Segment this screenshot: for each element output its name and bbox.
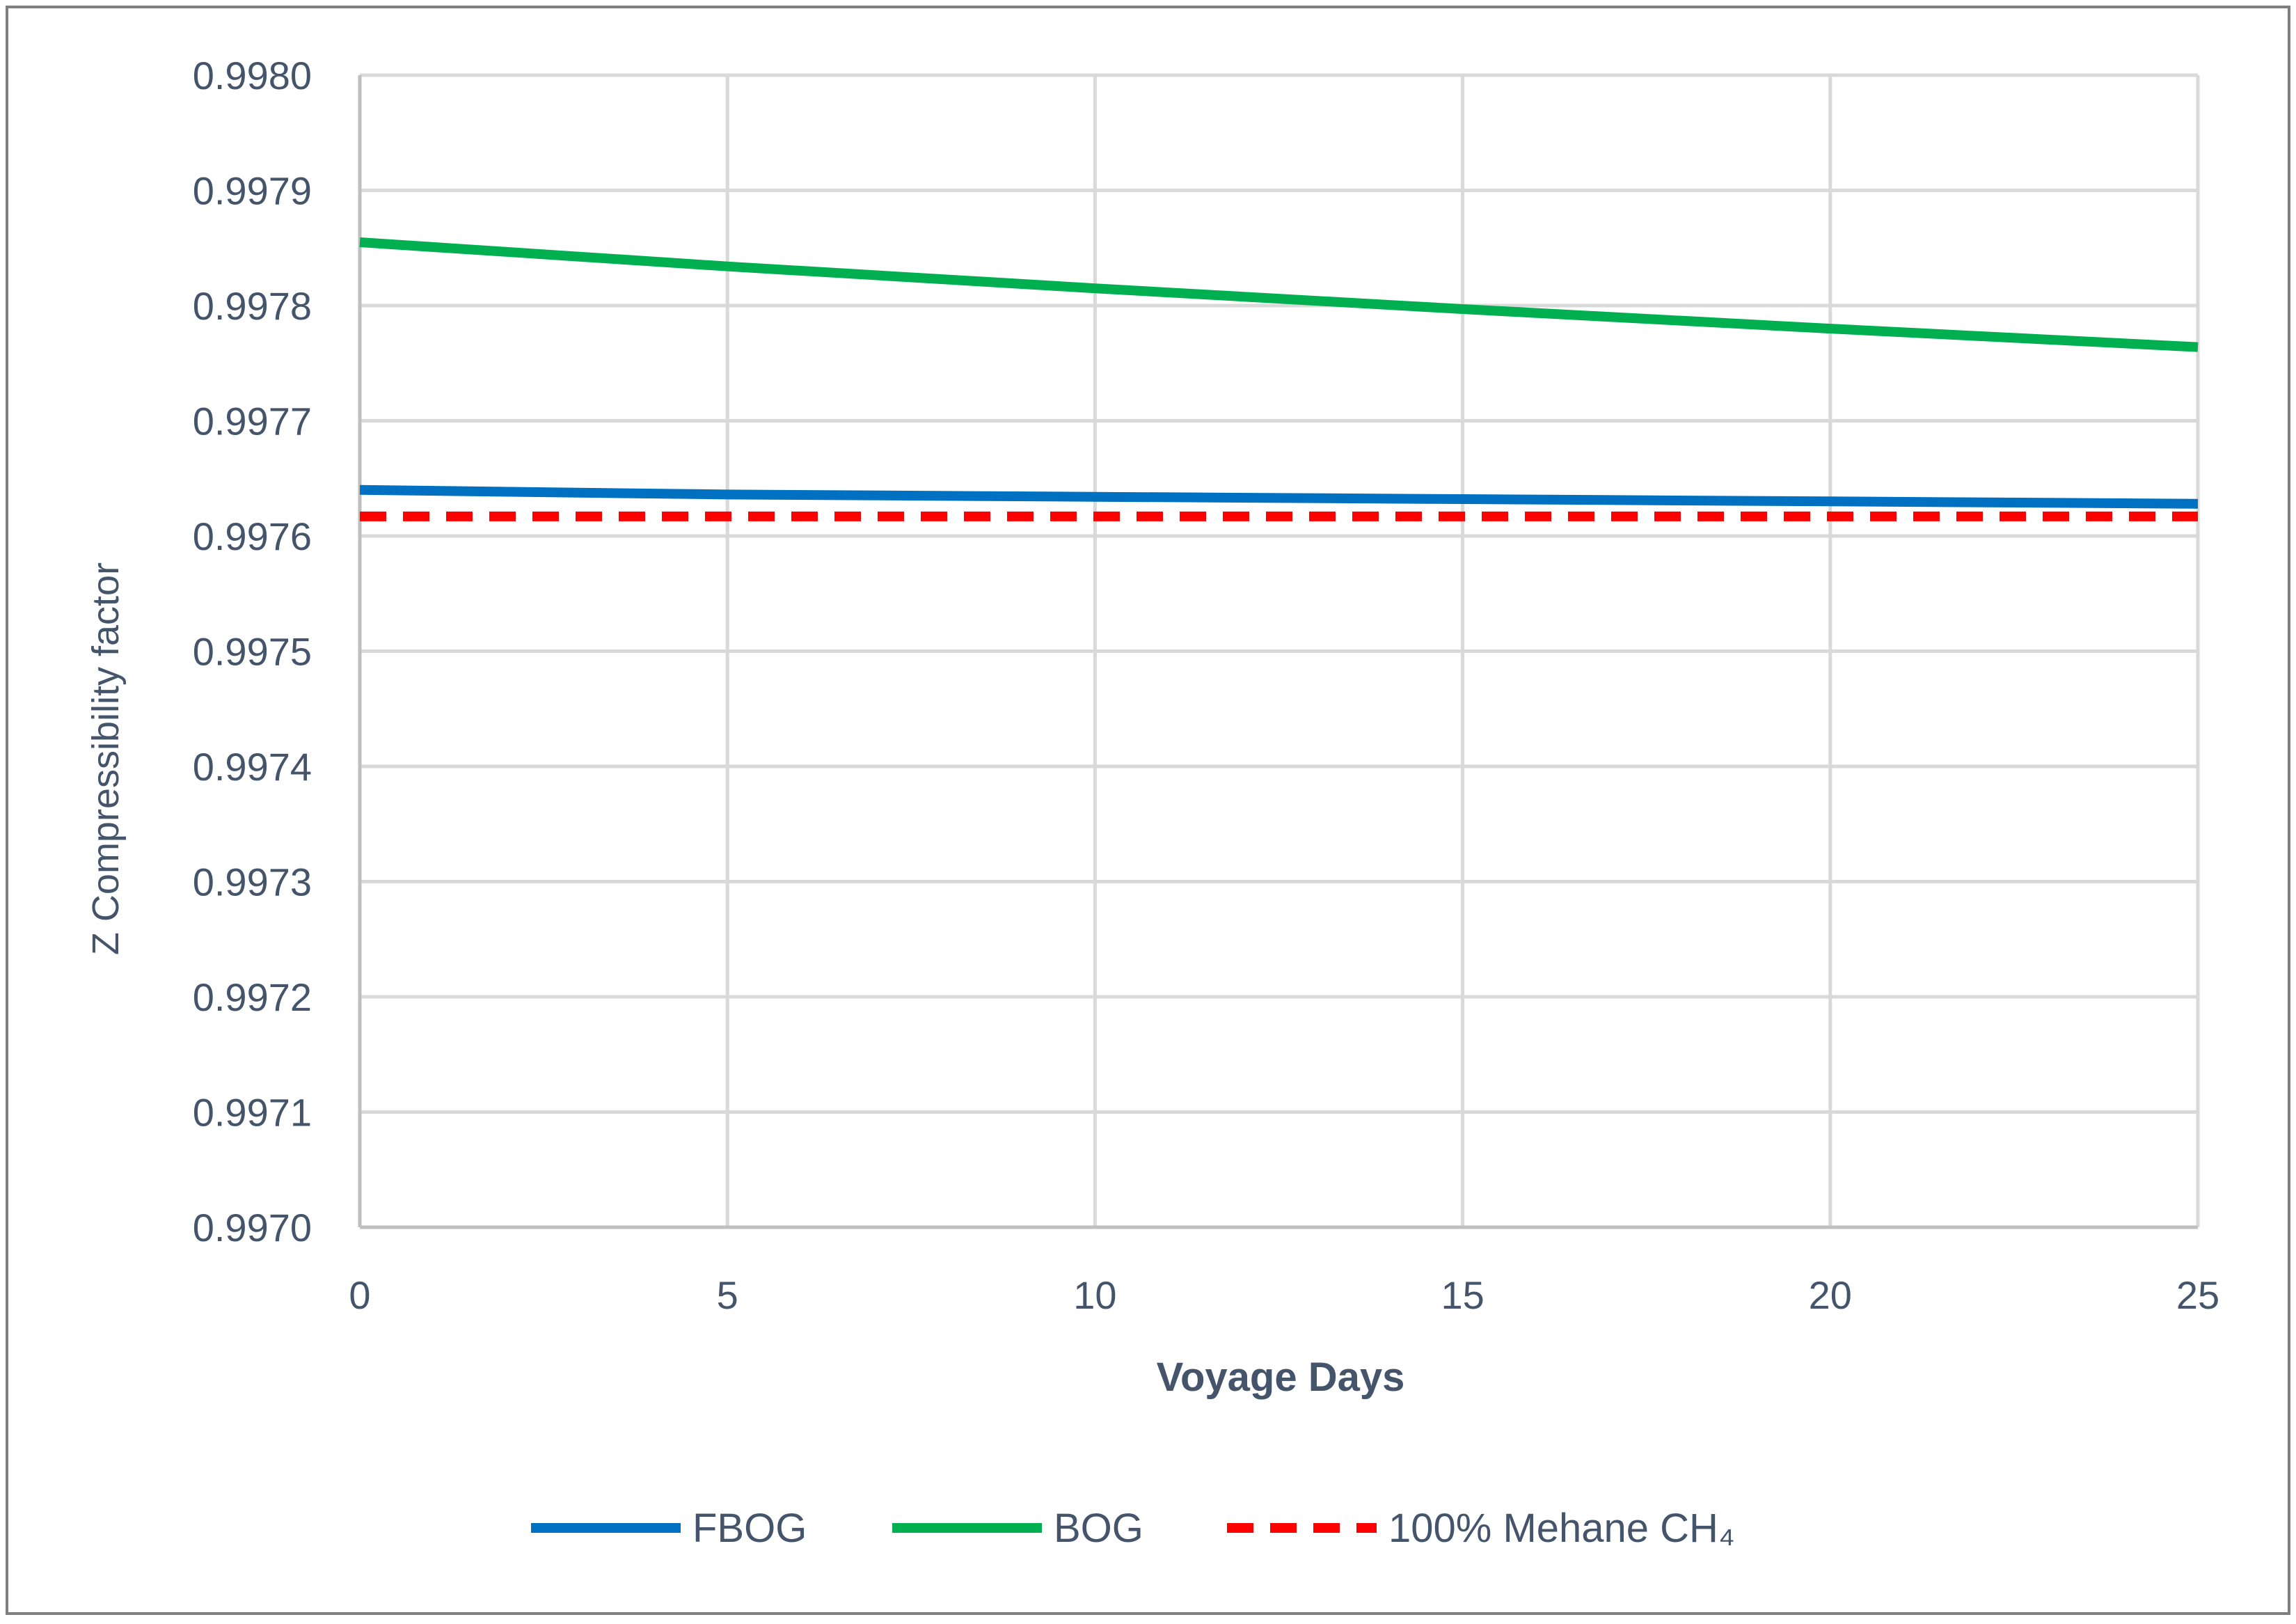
series-lines [359,237,2199,521]
legend-item-2: 100% Mehane CH₄ [1227,1506,1735,1551]
y-tick-label: 0.9973 [193,860,312,904]
y-tick-label: 0.9979 [193,169,312,213]
y-tick-label: 0.9974 [193,745,312,789]
y-tick-label: 0.9972 [193,975,312,1019]
x-tick-label: 20 [1809,1273,1852,1317]
chart-border [6,6,2290,1615]
y-tick-label: 0.9980 [193,54,312,97]
y-tick-label: 0.9970 [193,1206,312,1249]
y-tick-label: 0.9976 [193,514,312,558]
y-tick-label: 0.9977 [193,400,312,443]
y-tick-label: 0.9978 [193,284,312,328]
x-tick-label: 10 [1073,1273,1116,1317]
y-tick-label: 0.9971 [193,1091,312,1135]
legend-item-0: FBOG [531,1506,807,1551]
legend-item-1: BOG [892,1506,1143,1551]
series-line-1 [359,237,2199,352]
legend-label: 100% Mehane CH₄ [1388,1506,1735,1551]
x-tick-label: 25 [2176,1273,2219,1317]
legend-label: BOG [1054,1506,1143,1551]
x-tick-label: 0 [349,1273,370,1317]
series-line-0 [359,484,2199,509]
x-axis-title: Voyage Days [1157,1355,1405,1400]
y-tick-labels: 0.9970 0.9971 0.9972 0.9973 0.9974 0.9975 0.99… [193,54,312,1249]
y-axis-title: Z Compressibility factor [85,562,127,955]
x-tick-label: 15 [1441,1273,1484,1317]
legend-label: FBOG [692,1506,807,1551]
axes [358,75,2198,1229]
x-tick-label: 5 [717,1273,738,1317]
y-tick-label: 0.9975 [193,630,312,674]
x-tick-labels: 0 5 10 15 20 25 [349,1273,2219,1317]
legend: FBOG BOG 100% Mehane CH₄ [531,1506,1735,1551]
